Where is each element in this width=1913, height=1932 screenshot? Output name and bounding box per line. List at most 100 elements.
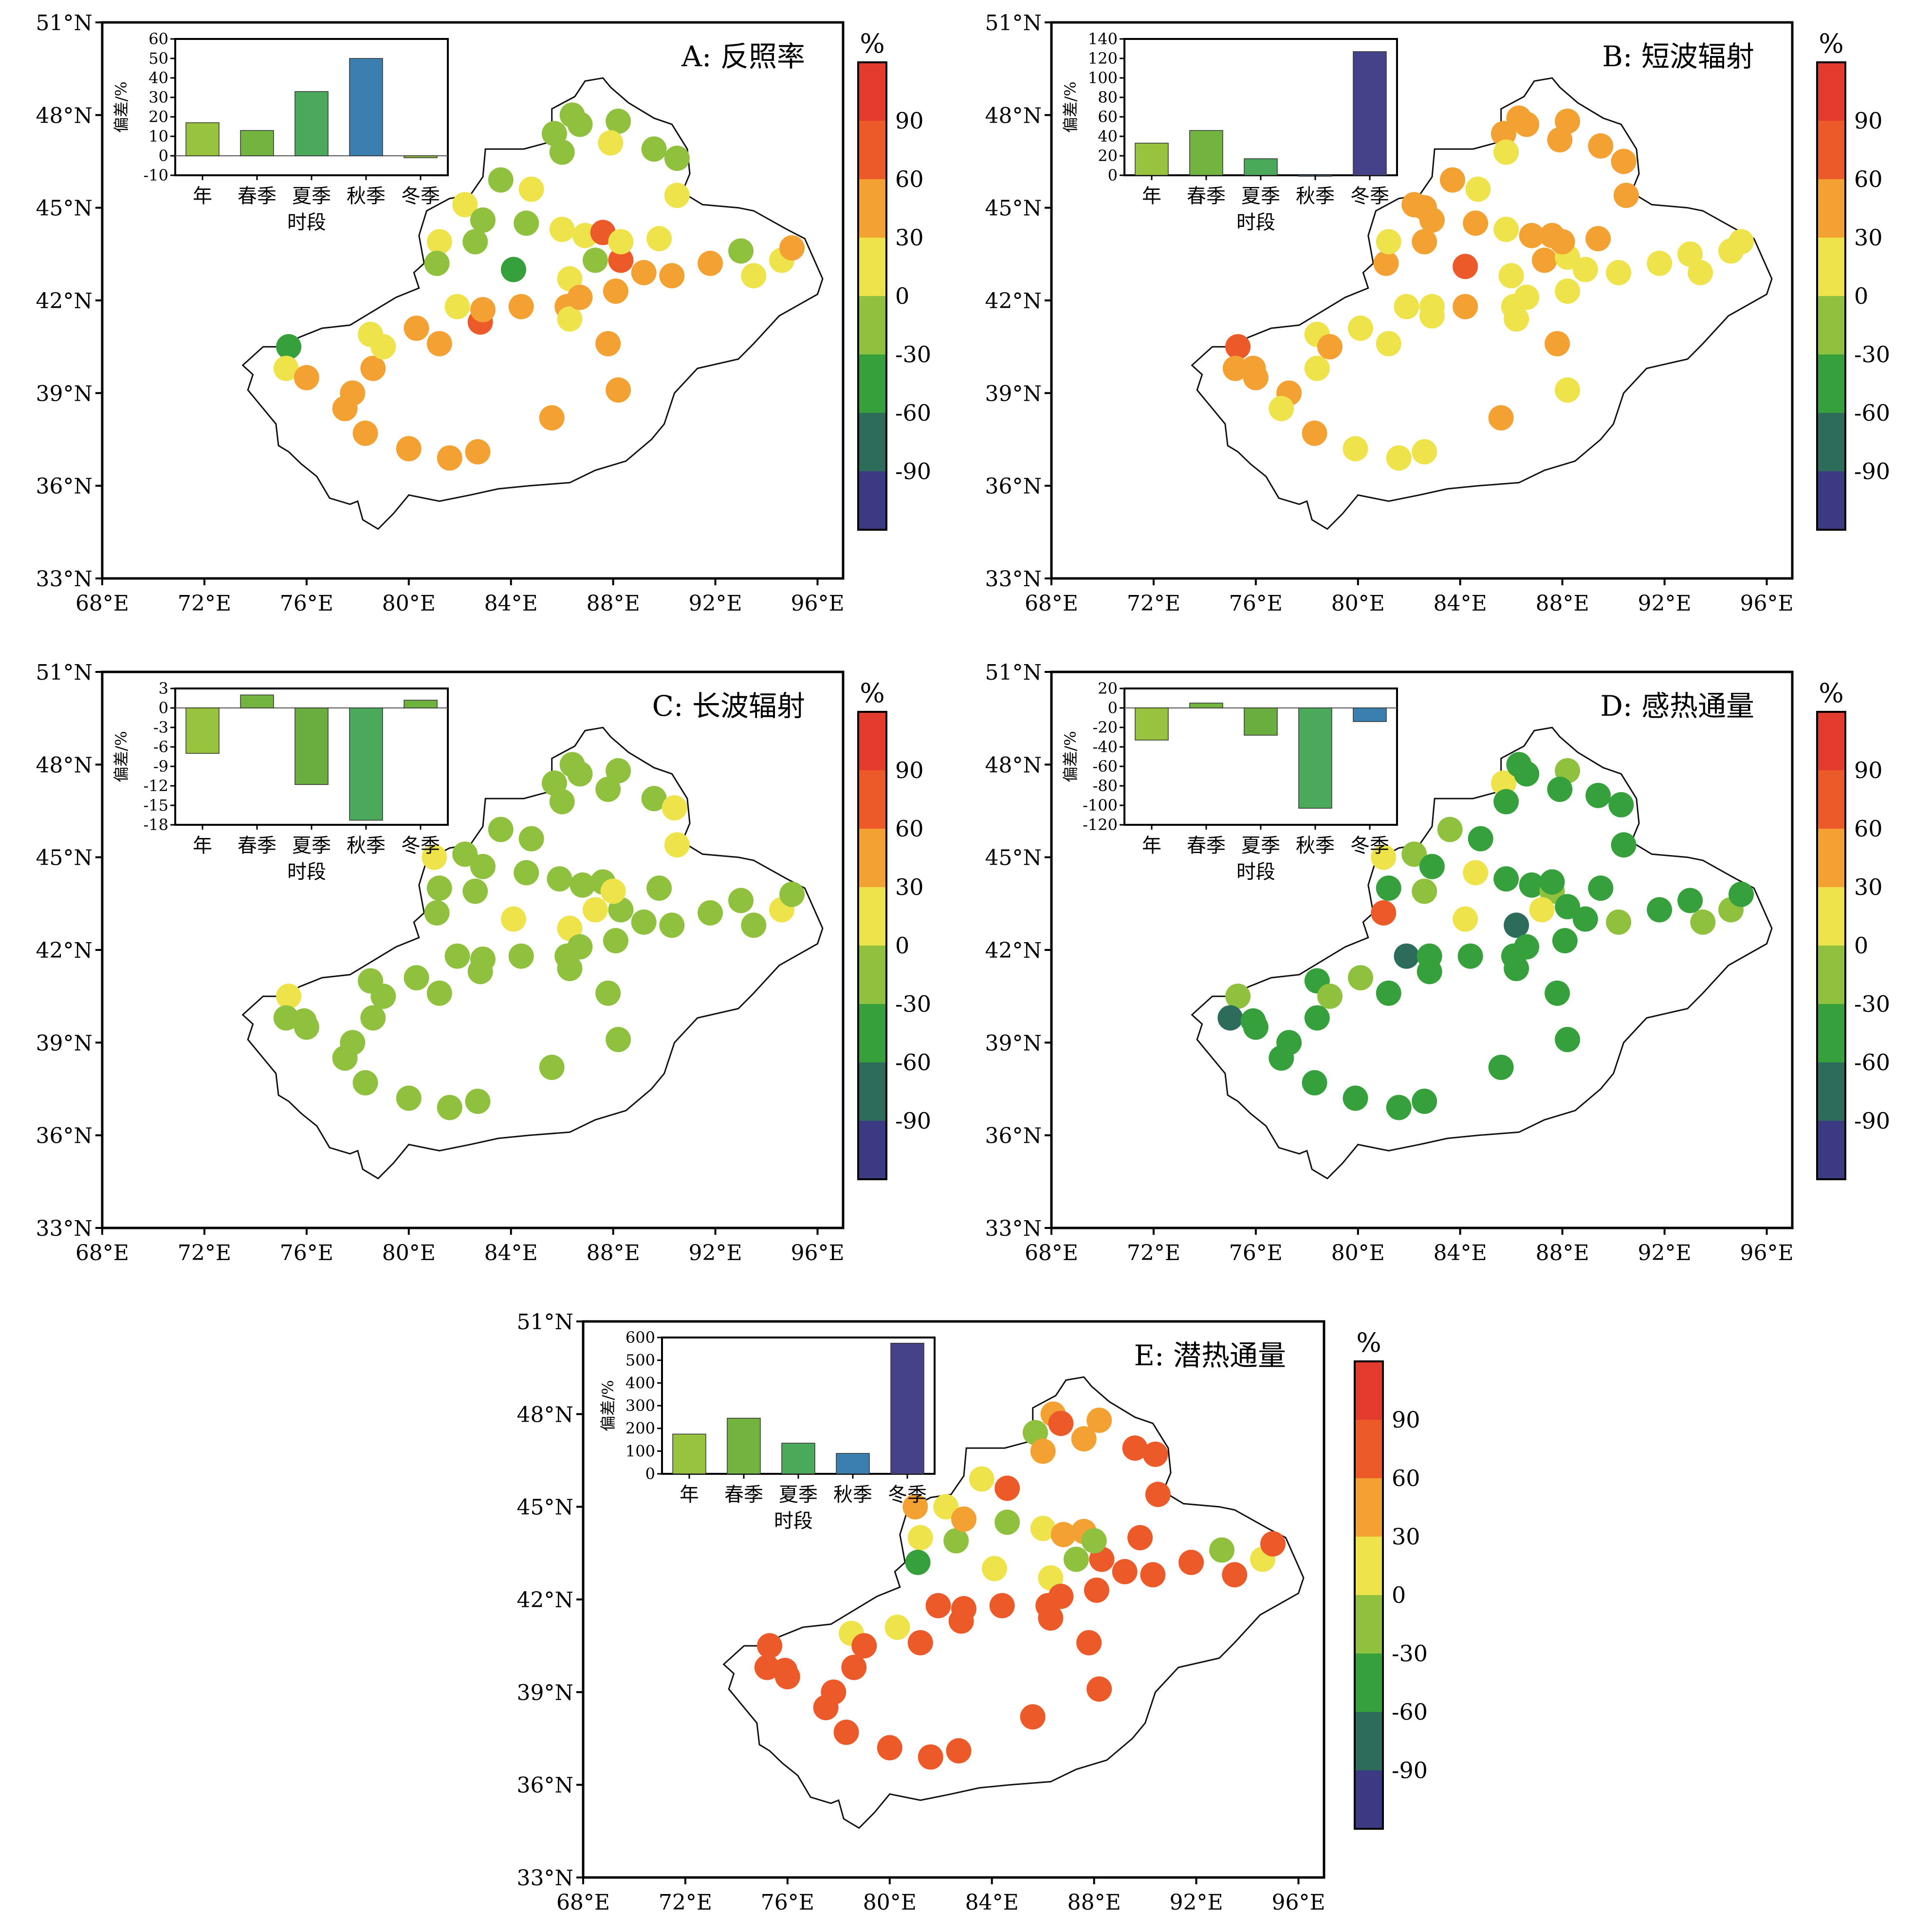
inset-xlabel: 时段 xyxy=(1236,861,1275,883)
station-dot xyxy=(1677,888,1703,913)
station-dot xyxy=(488,817,514,842)
station-dot xyxy=(582,247,608,273)
lat-tick-label: 39°N xyxy=(517,1680,574,1705)
station-dot xyxy=(1394,943,1419,969)
lat-tick-label: 39°N xyxy=(985,381,1042,406)
lat-tick-label: 33°N xyxy=(36,1216,93,1241)
station-dot xyxy=(276,334,302,360)
lat-tick-label: 42°N xyxy=(517,1588,574,1613)
station-dot xyxy=(1086,1408,1112,1433)
station-dot xyxy=(1304,355,1330,381)
inset-bar xyxy=(890,1342,924,1474)
station-dot xyxy=(1178,1549,1204,1575)
inset-bar xyxy=(349,58,383,156)
colorbar-unit: % xyxy=(860,28,884,59)
station-dot xyxy=(841,1654,867,1680)
inset-ytick-label: 0 xyxy=(159,147,168,165)
lat-tick-label: 48°N xyxy=(985,753,1042,778)
station-dot xyxy=(741,912,767,938)
station-dot xyxy=(1127,1525,1153,1551)
station-dot xyxy=(1572,906,1598,932)
lat-tick-label: 33°N xyxy=(36,567,93,592)
colorbar-label: 60 xyxy=(895,816,924,842)
colorbar-unit: % xyxy=(860,678,884,708)
colorbar-label: 90 xyxy=(895,108,924,134)
station-dot xyxy=(1545,331,1570,356)
lon-tick-label: 68°E xyxy=(1025,1241,1078,1265)
station-dot xyxy=(1514,761,1540,787)
station-dot xyxy=(1302,1070,1327,1096)
station-dot xyxy=(426,980,452,1006)
station-dot xyxy=(1588,875,1614,901)
station-dot xyxy=(1493,139,1519,165)
station-dot xyxy=(470,854,496,879)
lat-tick-label: 36°N xyxy=(985,474,1042,499)
station-dot xyxy=(404,316,429,341)
station-dot xyxy=(539,1055,565,1080)
inset-ylabel: 偏差/% xyxy=(599,1380,617,1431)
station-dot xyxy=(779,235,805,261)
panel-C: 33°N 36°N 39°N 42°N 45°N 48°N 51°N 68°E 72°E 76°E… xyxy=(36,660,932,1265)
station-dot xyxy=(662,795,687,821)
lon-tick-label: 76°E xyxy=(280,591,333,616)
colorbar-segment xyxy=(858,238,886,296)
station-dot xyxy=(1504,306,1529,332)
station-dot xyxy=(462,878,488,904)
inset-ytick-label: -100 xyxy=(1083,796,1118,815)
station-dot xyxy=(557,956,583,982)
lon-tick-label: 96°E xyxy=(1271,1890,1325,1915)
station-dot xyxy=(907,1525,933,1551)
station-dot xyxy=(1729,881,1754,907)
inset-category-label: 春季 xyxy=(724,1484,763,1506)
inset-ytick-label: -60 xyxy=(1092,757,1118,776)
panel-title: B: 短波辐射 xyxy=(1602,40,1754,73)
station-dot xyxy=(1647,250,1673,276)
station-dot xyxy=(470,947,496,972)
lat-tick-label: 48°N xyxy=(36,103,93,128)
inset-category-label: 年 xyxy=(680,1484,699,1506)
lon-tick-label: 84°E xyxy=(1434,591,1487,616)
station-dot xyxy=(946,1738,972,1764)
station-dot xyxy=(1606,260,1632,285)
lon-tick-label: 76°E xyxy=(1229,591,1283,616)
station-dot xyxy=(1588,133,1614,159)
station-dot xyxy=(1585,782,1611,808)
inset-category-label: 冬季 xyxy=(401,185,440,207)
inset-ytick-label: 60 xyxy=(1098,108,1118,126)
colorbar-segment xyxy=(858,413,886,471)
station-dot xyxy=(1555,894,1581,920)
station-dot xyxy=(567,111,593,137)
lat-tick-label: 36°N xyxy=(36,1124,93,1149)
inset-ytick-label: -6 xyxy=(153,738,168,756)
station-dot xyxy=(1608,792,1634,817)
lon-tick-label: 76°E xyxy=(280,1241,333,1265)
station-dot xyxy=(905,1549,931,1575)
station-dot xyxy=(1490,121,1516,147)
lat-tick-label: 48°N xyxy=(517,1402,574,1427)
station-dot xyxy=(370,334,396,360)
station-dot xyxy=(851,1633,877,1659)
inset-frame xyxy=(1123,38,1398,176)
station-dot xyxy=(1555,278,1581,304)
inset-ytick-label: -10 xyxy=(143,166,168,185)
station-dot xyxy=(1547,127,1573,153)
station-dot xyxy=(422,844,447,870)
inset-category-label: 夏季 xyxy=(292,835,331,857)
inset-bar xyxy=(185,707,220,754)
station-dot xyxy=(1376,229,1401,255)
inset-bar xyxy=(404,700,438,708)
station-dot xyxy=(1519,872,1545,898)
inset-bar xyxy=(1189,703,1223,708)
station-dot xyxy=(276,984,302,1009)
inset-bar xyxy=(240,130,274,156)
colorbar-segment xyxy=(1355,1770,1383,1829)
panel-B: 33°N 36°N 39°N 42°N 45°N 48°N 51°N 68°E 72°E 76°E… xyxy=(985,11,1891,616)
lon-tick-label: 80°E xyxy=(863,1890,917,1915)
lat-tick-label: 42°N xyxy=(985,938,1042,963)
station-dot xyxy=(1020,1704,1046,1730)
station-dot xyxy=(1140,1562,1166,1588)
lat-tick-label: 42°N xyxy=(985,289,1042,314)
colorbar-label: -90 xyxy=(895,458,931,484)
station-dot xyxy=(918,1744,943,1770)
station-dot xyxy=(539,405,565,431)
